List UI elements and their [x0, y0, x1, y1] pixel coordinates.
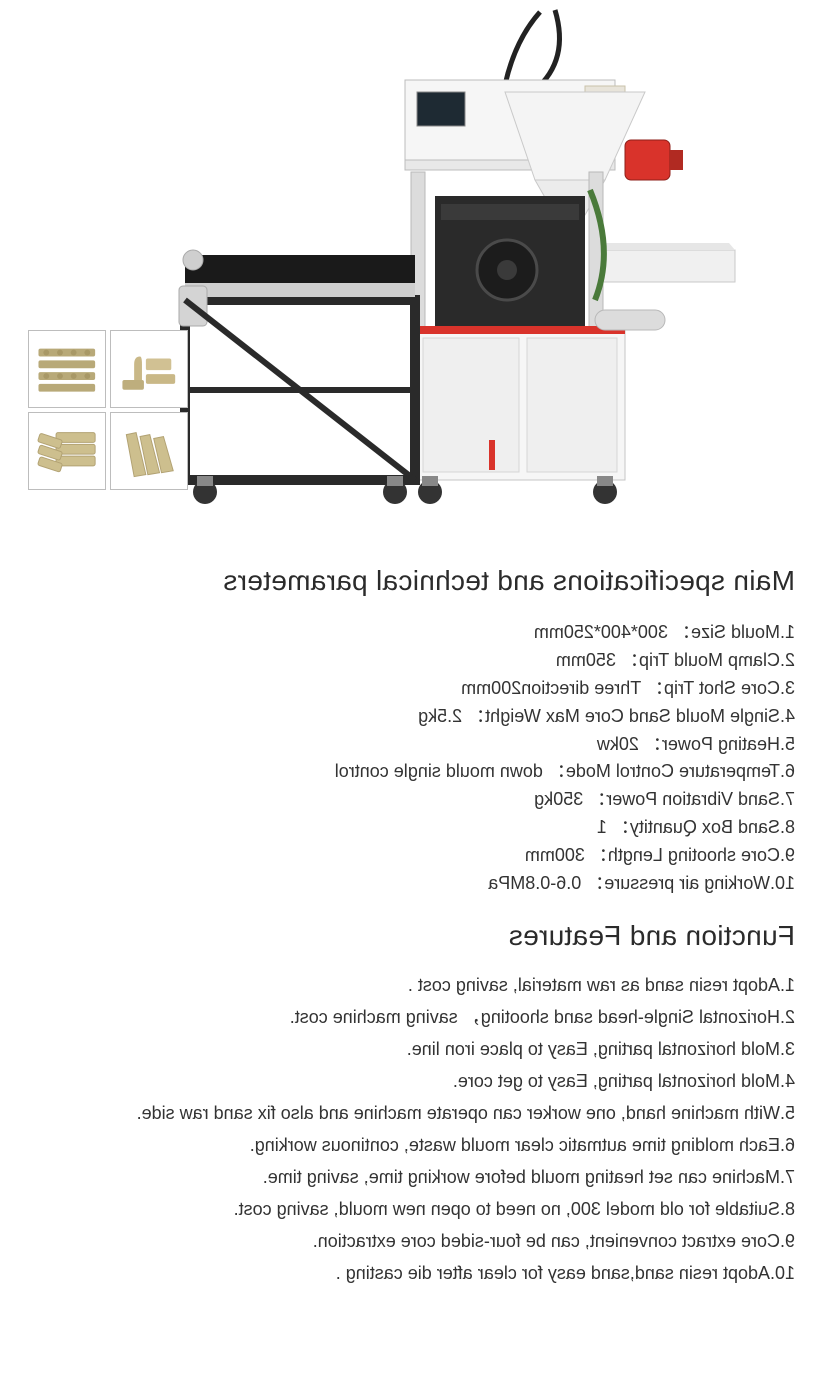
thumb-sand-cores-a[interactable]: [110, 330, 188, 408]
feature-line: 6.Each molding time autmatic clear mould…: [30, 1136, 795, 1154]
spec-line: 7.Sand Vibration Power： 350kg: [30, 786, 795, 814]
thumb-sand-cores-b[interactable]: [28, 330, 106, 408]
content-area: Main specifications and technical parame…: [30, 565, 795, 1296]
spec-line: 6.Temperature Control Mode： down mould s…: [30, 758, 795, 786]
specs-heading: Main specifications and technical parame…: [30, 565, 795, 597]
thumb-sand-cores-d[interactable]: [28, 412, 106, 490]
feature-line: 8.Suitable for old model 300, no need to…: [30, 1200, 795, 1218]
hero-area: [0, 0, 825, 540]
feature-line: 10.Adopt resin sand,sand easy for clear …: [30, 1264, 795, 1282]
feature-line: 4.Mold horizontal parting, Easy to get c…: [30, 1072, 795, 1090]
spec-line: 9.Core shooting Length： 300mm: [30, 842, 795, 870]
spec-line: 10.Working air pressure： 0.6-0.8MPa: [30, 870, 795, 898]
feature-line: 9.Core extract convenient, can be four-s…: [30, 1232, 795, 1250]
spec-line: 5.Heating Power： 20kw: [30, 731, 795, 759]
feature-line: 7.Machine can set heating mould before w…: [30, 1168, 795, 1186]
features-list: 1.Adopt resin sand as raw material, savi…: [30, 976, 795, 1282]
spec-line: 4.Single Mould Sand Core Max Weight： 2.5…: [30, 703, 795, 731]
features-heading: Function and Features: [30, 920, 795, 952]
feature-line: 2.Horizontal Single-head sand shooting， …: [30, 1008, 795, 1026]
feature-line: 5.With machine hand, one worker can oper…: [30, 1104, 795, 1122]
feature-line: 1.Adopt resin sand as raw material, savi…: [30, 976, 795, 994]
spec-line: 2.Clamp Mould Trip： 350mm: [30, 647, 795, 675]
thumb-sand-cores-c[interactable]: [110, 412, 188, 490]
thumbnail-grid: [28, 330, 188, 490]
spec-line: 8.Sand Box Quantity： 1: [30, 814, 795, 842]
feature-line: 3.Mold horizontal parting, Easy to place…: [30, 1040, 795, 1058]
specs-list: 1.Mould Size： 300*400*250mm 2.Clamp Moul…: [30, 619, 795, 898]
spec-line: 3.Core Shot Trip： Three direction200mm: [30, 675, 795, 703]
machine-illustration: [175, 0, 765, 530]
spec-line: 1.Mould Size： 300*400*250mm: [30, 619, 795, 647]
